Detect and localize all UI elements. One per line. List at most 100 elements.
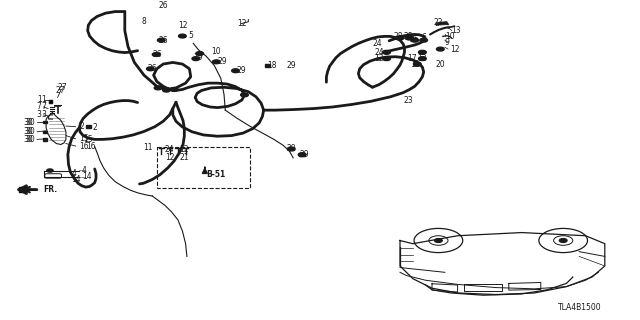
Text: 30: 30 [24,118,33,127]
Text: 13: 13 [451,26,461,35]
Circle shape [163,88,170,92]
Text: 12: 12 [178,21,188,30]
Text: 2: 2 [93,123,97,132]
Circle shape [47,169,53,172]
Circle shape [232,69,239,73]
Text: 15: 15 [83,135,93,144]
Text: 7: 7 [41,102,46,111]
Circle shape [419,50,426,54]
Circle shape [147,67,154,71]
Text: 30: 30 [24,127,33,136]
Circle shape [192,57,200,60]
Text: —: — [79,174,86,180]
Text: 24: 24 [164,145,175,154]
Text: 30: 30 [26,135,35,144]
Text: 4: 4 [82,166,87,175]
Circle shape [419,57,426,60]
Bar [86,125,91,128]
Circle shape [287,147,295,151]
Circle shape [241,93,248,97]
Text: 14: 14 [72,175,81,184]
Circle shape [383,51,390,54]
Text: FR.: FR. [44,185,58,194]
Bar [42,131,47,133]
Text: 19: 19 [193,53,204,62]
Circle shape [406,36,413,40]
Text: 17: 17 [406,54,417,63]
Bar [42,121,47,123]
Text: 25: 25 [410,35,420,44]
Text: 16: 16 [79,141,89,151]
Circle shape [157,38,165,42]
Text: B-51: B-51 [206,170,225,179]
Circle shape [383,57,390,60]
Text: 24: 24 [372,39,383,48]
Bar [288,148,294,150]
Text: 15: 15 [79,134,89,143]
Text: 12: 12 [450,44,460,53]
Circle shape [411,38,419,42]
Circle shape [405,36,412,40]
Circle shape [396,36,404,40]
Bar [157,147,250,188]
Text: 10: 10 [445,32,454,41]
Bar [300,153,305,156]
Text: 29: 29 [218,57,227,66]
Text: 30: 30 [24,135,33,144]
Circle shape [298,153,306,156]
Text: 12: 12 [374,54,384,63]
Text: 28: 28 [404,32,413,41]
Text: 14: 14 [82,172,92,181]
Text: 3: 3 [41,110,46,119]
Text: 3: 3 [36,110,42,119]
Text: 18: 18 [268,61,277,70]
Text: 2: 2 [79,122,84,131]
Polygon shape [19,187,24,192]
Circle shape [383,57,390,60]
Circle shape [154,86,162,90]
Text: 26: 26 [158,1,168,10]
Text: 16: 16 [86,142,96,151]
Text: —: — [79,168,86,173]
Circle shape [170,88,178,92]
Circle shape [435,239,442,243]
Text: 26: 26 [147,64,157,73]
Text: 24: 24 [374,48,384,57]
Text: 1: 1 [37,95,42,104]
Text: TLA4B1500: TLA4B1500 [558,303,602,312]
Text: 12: 12 [165,153,174,162]
Polygon shape [49,100,52,102]
Circle shape [196,52,204,55]
Text: 22: 22 [434,18,443,27]
Circle shape [179,34,186,38]
Text: 30: 30 [26,127,35,136]
Text: 26: 26 [152,50,162,59]
Circle shape [395,36,401,40]
Circle shape [419,51,426,54]
Circle shape [383,50,390,54]
Text: 12: 12 [410,60,419,68]
Circle shape [152,52,160,56]
Circle shape [413,62,421,66]
Text: 20: 20 [435,60,445,68]
Circle shape [212,60,220,64]
Text: 12: 12 [418,54,427,63]
Text: 10: 10 [211,47,221,56]
Text: 5: 5 [188,31,193,40]
Text: 6: 6 [421,33,426,42]
Text: 28: 28 [394,32,403,41]
Circle shape [436,47,444,51]
Bar [42,138,47,140]
Text: 21: 21 [180,153,189,162]
Circle shape [559,239,567,243]
Text: 8: 8 [141,17,147,26]
Text: 29: 29 [286,144,296,153]
Circle shape [414,63,420,66]
Text: 7: 7 [36,102,42,111]
Bar [265,64,270,67]
Text: 29: 29 [287,61,296,70]
Text: 27: 27 [56,86,66,95]
Text: 11: 11 [143,143,152,152]
Text: 12: 12 [180,145,189,154]
Text: 12: 12 [237,19,246,28]
